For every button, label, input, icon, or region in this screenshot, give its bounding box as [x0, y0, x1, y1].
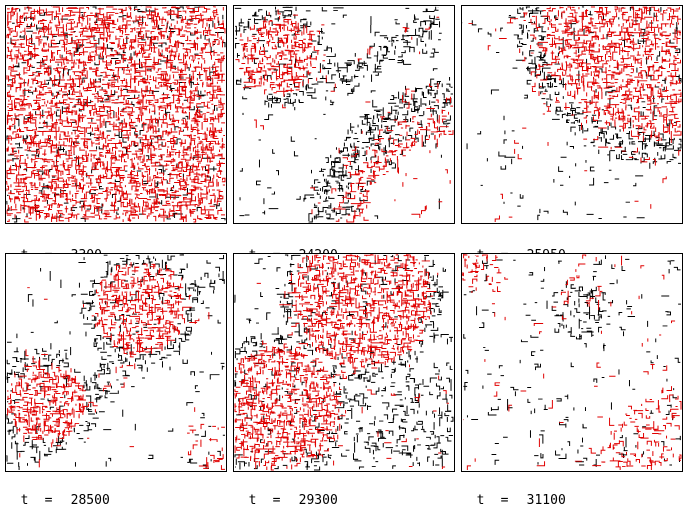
red-contours — [6, 262, 226, 470]
simulation-panel-t-24200 — [233, 5, 455, 224]
contour-plot — [234, 254, 454, 471]
red-contours — [6, 6, 226, 223]
contour-plot — [462, 6, 682, 223]
simulation-panel-t-25950 — [461, 5, 683, 224]
contour-plot — [234, 6, 454, 223]
simulation-panel-t-31100 — [461, 253, 683, 472]
time-value: 29300 — [298, 493, 338, 508]
red-contours — [462, 254, 682, 471]
simulation-panel-t-29300 — [233, 253, 455, 472]
red-contours — [234, 254, 449, 471]
simulation-panel-t-28500 — [5, 253, 227, 472]
black-contours — [463, 255, 682, 467]
contour-plot — [6, 254, 226, 471]
time-value: 28500 — [70, 493, 110, 508]
black-contours — [234, 254, 454, 471]
contour-plot — [462, 254, 682, 471]
red-contours — [468, 6, 682, 223]
time-label: t=24200 — [233, 232, 338, 263]
time-label: t=25950 — [461, 232, 566, 263]
red-contours — [235, 9, 454, 223]
simulation-panel-t-3300 — [5, 5, 227, 224]
contour-plot — [6, 6, 226, 223]
time-value: 31100 — [526, 493, 566, 508]
time-label: t=3300 — [5, 232, 102, 263]
black-contours — [234, 6, 454, 223]
